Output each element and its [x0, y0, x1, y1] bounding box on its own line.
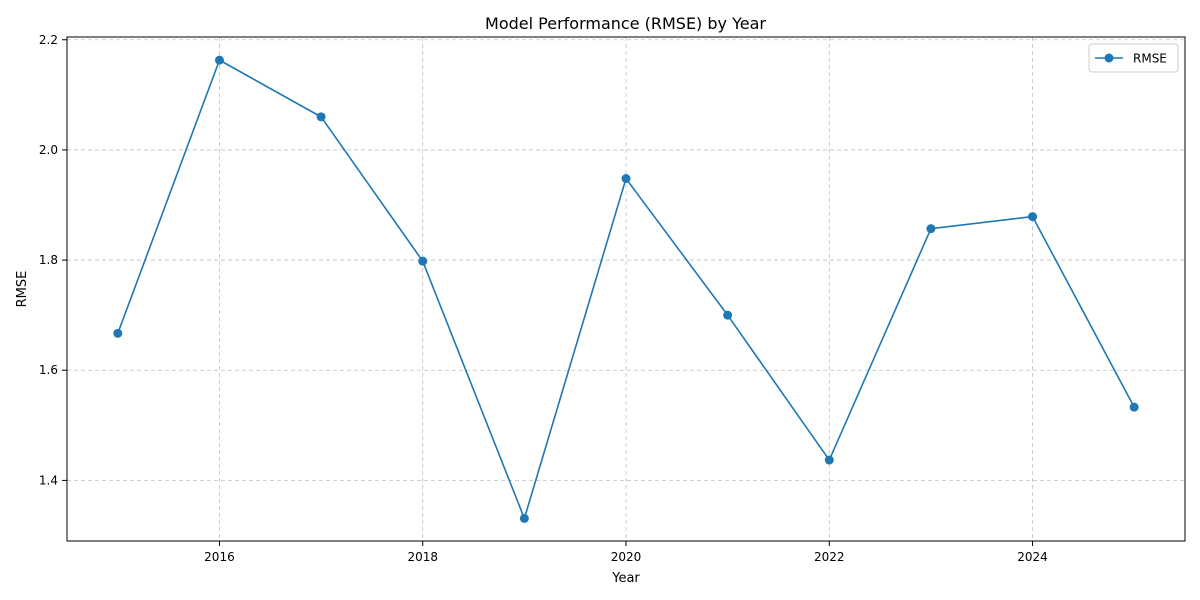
data-point [723, 310, 733, 320]
x-tick-label: 2020 [611, 550, 642, 564]
x-axis-ticks: 2016 2018 2020 2022 2024 [204, 541, 1048, 564]
data-point [113, 328, 123, 338]
x-tick-label: 2018 [407, 550, 438, 564]
data-point [519, 513, 529, 523]
data-point [214, 55, 224, 65]
y-tick-label: 2.0 [39, 143, 58, 157]
y-tick-label: 1.4 [39, 473, 58, 487]
data-point [926, 224, 936, 234]
data-point [1129, 402, 1139, 412]
data-point [1028, 212, 1038, 222]
chart-title: Model Performance (RMSE) by Year [485, 14, 766, 33]
y-axis-label: RMSE [15, 271, 30, 308]
data-point [621, 174, 631, 184]
data-point [316, 112, 326, 122]
x-tick-label: 2022 [814, 550, 845, 564]
legend-series-label: RMSE [1133, 52, 1167, 66]
data-point [418, 256, 428, 266]
x-axis-label: Year [611, 571, 640, 586]
y-tick-label: 2.2 [39, 33, 58, 47]
x-tick-label: 2024 [1017, 550, 1048, 564]
y-tick-label: 1.8 [39, 253, 58, 267]
legend-series-marker [1104, 53, 1114, 63]
grid-lines [67, 37, 1185, 541]
y-tick-label: 1.6 [39, 363, 58, 377]
x-tick-label: 2016 [204, 550, 235, 564]
y-axis-ticks: 1.4 1.6 1.8 2.0 2.2 [39, 33, 67, 487]
legend-box [1088, 43, 1179, 73]
data-point [824, 455, 834, 465]
legend: RMSE [1088, 43, 1179, 73]
series-layer [113, 55, 1139, 523]
